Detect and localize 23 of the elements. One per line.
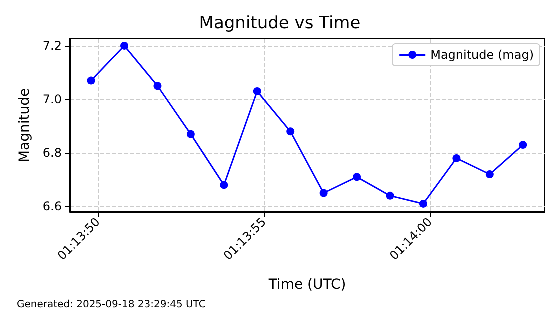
point xyxy=(519,141,528,150)
point xyxy=(320,189,328,198)
x-axis-title: Time (UTC) xyxy=(268,277,346,293)
point xyxy=(353,173,362,182)
point xyxy=(186,130,195,138)
point xyxy=(286,128,295,136)
point xyxy=(154,82,162,90)
point xyxy=(419,200,428,208)
point xyxy=(452,154,461,162)
legend-label: Magnitude (mag) xyxy=(430,48,534,62)
point xyxy=(253,87,262,96)
y-axis-title: Magnitude xyxy=(17,88,33,163)
point xyxy=(486,170,494,179)
y-tick-label: 6.8 xyxy=(42,146,62,160)
text: Generated: 2025-09-18 23:29:45 UTC xyxy=(17,300,206,310)
y-tick-label: 7.2 xyxy=(42,38,62,53)
point xyxy=(120,42,129,50)
point xyxy=(220,181,228,190)
chart-title: Magnitude vs Time xyxy=(199,14,361,34)
y-tick-label: 6.6 xyxy=(42,200,62,214)
point xyxy=(87,76,96,85)
point xyxy=(386,192,394,200)
y-tick-label: 7.0 xyxy=(42,92,62,107)
